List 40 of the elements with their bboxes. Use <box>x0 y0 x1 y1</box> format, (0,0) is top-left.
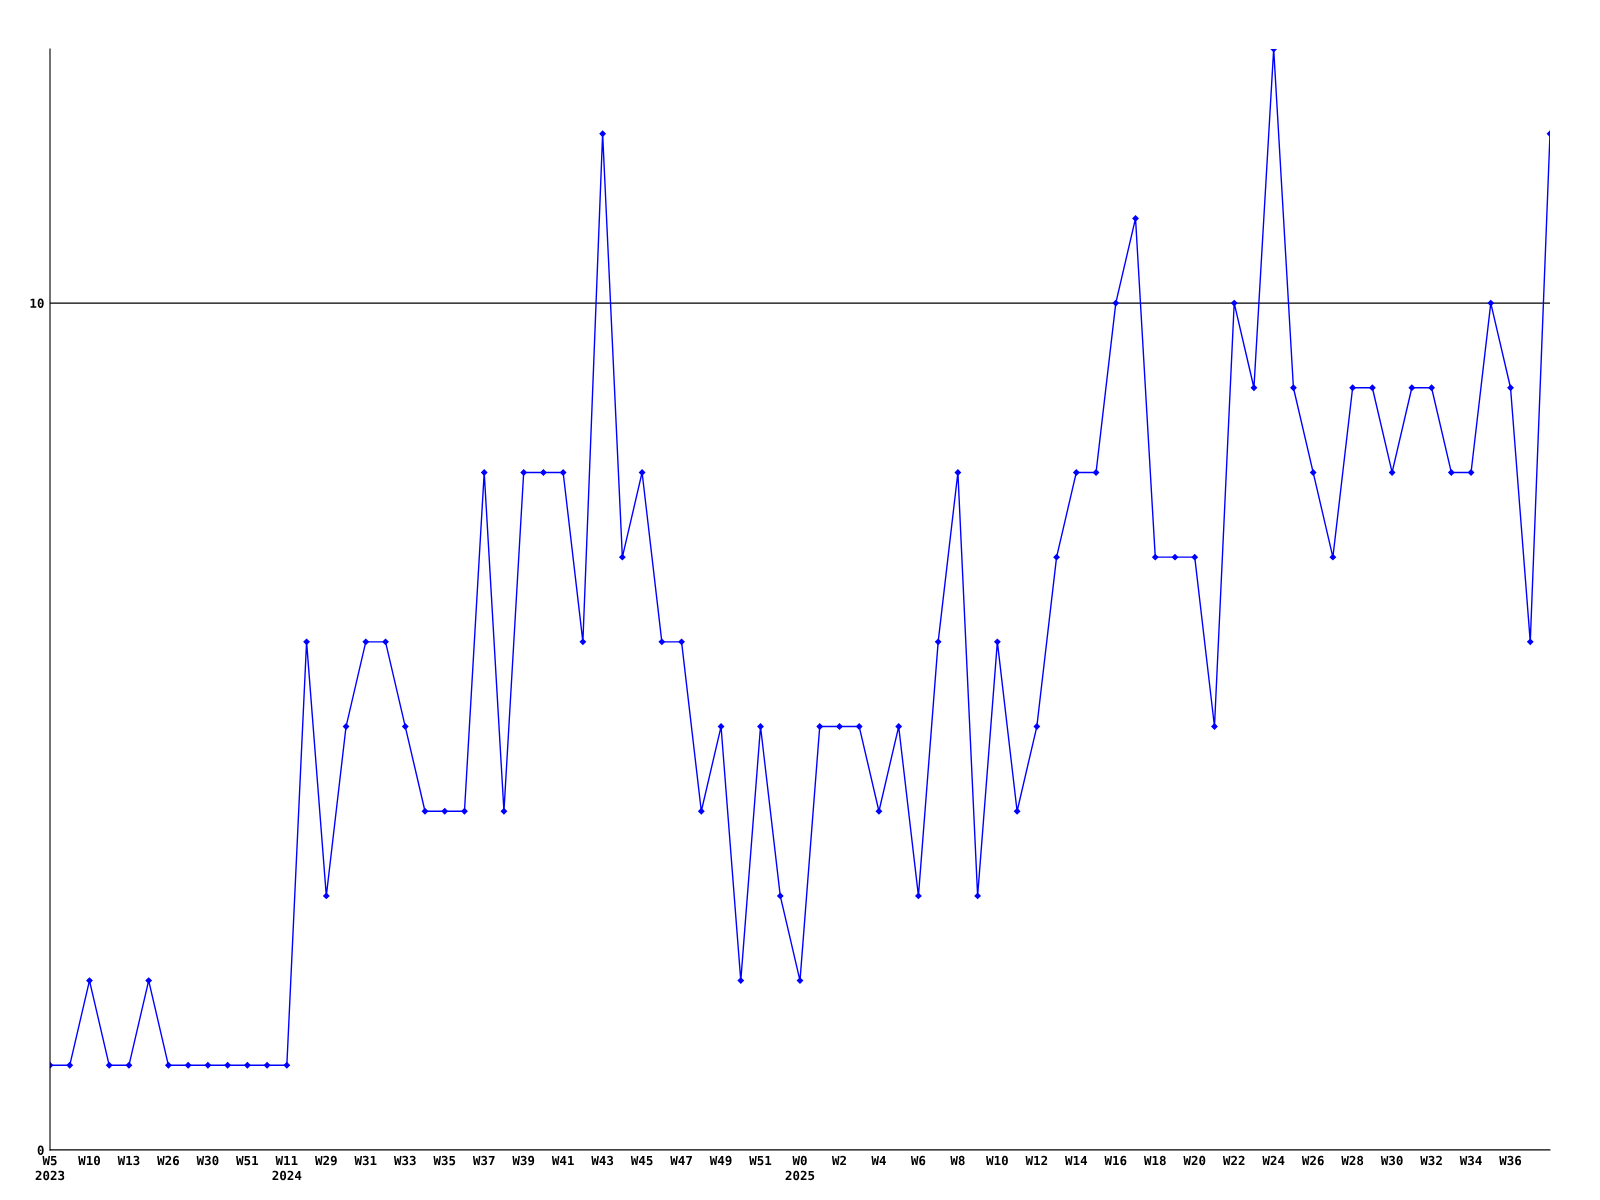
x-tick-label: W22 <box>1222 1155 1245 1166</box>
x-tick-label: W6 <box>910 1155 926 1166</box>
x-tick-label: W4 <box>871 1155 886 1166</box>
x-tick-label: W47 <box>670 1155 692 1166</box>
x-tick-label: W10 <box>986 1155 1008 1166</box>
x-tick-label: W36 <box>1499 1155 1522 1166</box>
x-tick-label: W39 <box>512 1155 535 1166</box>
x-tick-label: W0 2025 <box>785 1155 815 1181</box>
x-tick-label: W14 <box>1065 1155 1088 1166</box>
x-tick-label: W32 <box>1420 1155 1442 1166</box>
x-tick-label: W26 <box>157 1155 180 1166</box>
x-tick-label: W24 <box>1262 1155 1285 1166</box>
x-tick-label: W41 <box>551 1155 574 1166</box>
x-tick-label: W2 <box>831 1155 846 1166</box>
x-tick-label: W13 <box>117 1155 140 1166</box>
x-tick-label: W33 <box>393 1155 416 1166</box>
x-tick-label: W5 2023 <box>35 1155 65 1181</box>
x-tick-label: W28 <box>1341 1155 1364 1166</box>
x-tick-label: W8 <box>950 1155 965 1166</box>
x-tick-label: W26 <box>1301 1155 1324 1166</box>
x-tick-label: W30 <box>1380 1155 1403 1166</box>
x-tick-label: W11 2024 <box>272 1155 302 1181</box>
x-tick-label: W12 <box>1025 1155 1048 1166</box>
x-tick-label: W20 <box>1183 1155 1206 1166</box>
x-tick-label: W31 <box>354 1155 377 1166</box>
x-tick-label: W37 <box>472 1155 495 1166</box>
y-tick-label: 10 <box>30 298 44 308</box>
x-tick-label: W30 <box>196 1155 219 1166</box>
x-tick-label: W35 <box>433 1155 456 1166</box>
x-tick-label: W16 <box>1104 1155 1127 1166</box>
x-tick-label: W34 <box>1459 1155 1482 1166</box>
x-tick-label: W29 <box>315 1155 337 1166</box>
y-tick-label: 0 <box>37 1145 44 1155</box>
x-tick-label: W18 <box>1143 1155 1166 1166</box>
x-tick-label: W51 <box>236 1155 259 1166</box>
x-tick-label: W45 <box>630 1155 653 1166</box>
x-tick-label: W10 <box>78 1155 101 1166</box>
x-tick-label: W43 <box>591 1155 614 1166</box>
x-tick-label: W51 <box>749 1155 772 1166</box>
x-tick-label: W49 <box>709 1155 732 1166</box>
